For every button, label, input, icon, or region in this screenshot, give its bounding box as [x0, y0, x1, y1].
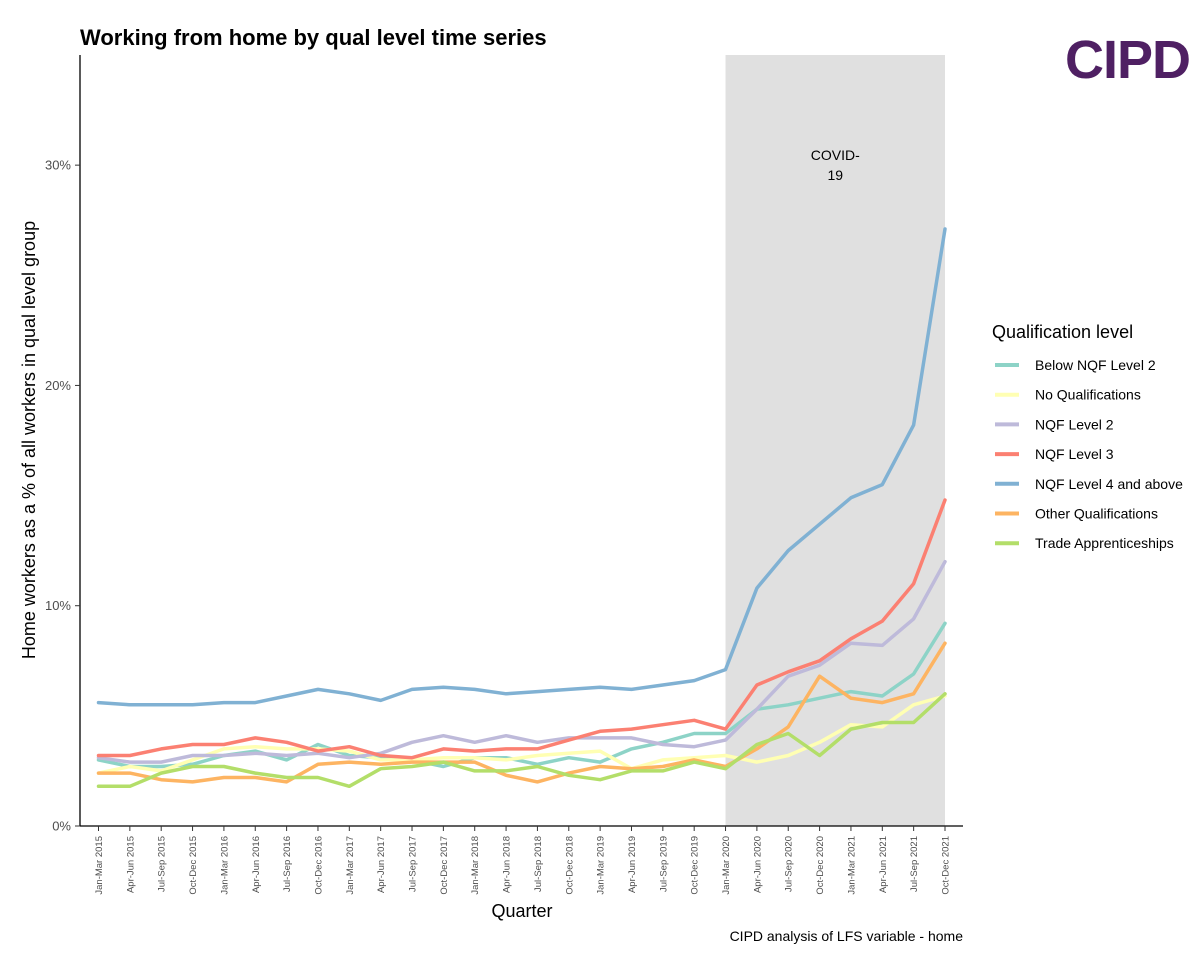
x-tick-label: Jul-Sep 2015 — [157, 836, 168, 892]
series-line-no-qualifications — [96, 694, 947, 775]
x-tick-label: Oct-Dec 2015 — [188, 836, 199, 895]
legend-label: NQF Level 4 and above — [1035, 476, 1183, 492]
covid-annotation-line1: COVID- — [811, 147, 860, 163]
x-axis-title: Quarter — [491, 901, 552, 921]
x-tick-label: Apr-Jun 2019 — [627, 836, 638, 893]
chart-caption: CIPD analysis of LFS variable - home — [730, 928, 964, 944]
x-tick-label: Jul-Sep 2019 — [658, 836, 669, 892]
legend-label: Below NQF Level 2 — [1035, 357, 1156, 373]
series-line-nqf-level-2 — [96, 559, 947, 764]
legend-label: NQF Level 2 — [1035, 416, 1114, 432]
x-tick-label: Jan-Mar 2021 — [846, 836, 857, 895]
x-tick-label: Apr-Jun 2021 — [878, 836, 889, 893]
y-axis-ticks: 0% 10% 20% 30% — [45, 158, 80, 834]
legend-label: NQF Level 3 — [1035, 446, 1114, 462]
x-tick-label: Jan-Mar 2017 — [345, 836, 356, 895]
covid-shaded-region — [725, 55, 945, 826]
x-tick-label: Jan-Mar 2015 — [94, 836, 105, 895]
x-tick-label: Jan-Mar 2018 — [470, 836, 481, 895]
y-tick-label: 20% — [45, 378, 71, 393]
x-tick-label: Jan-Mar 2016 — [219, 836, 230, 895]
x-tick-label: Jul-Sep 2016 — [282, 836, 293, 892]
x-tick-label: Oct-Dec 2017 — [439, 836, 450, 895]
x-tick-label: Oct-Dec 2021 — [941, 836, 952, 895]
legend-title: Qualification level — [992, 322, 1133, 342]
y-axis-title: Home workers as a % of all workers in qu… — [19, 221, 39, 659]
legend-label: Other Qualifications — [1035, 506, 1158, 522]
x-axis-ticks: Jan-Mar 2015 Apr-Jun 2015 Jul-Sep 2015 Oct-… — [94, 826, 952, 895]
legend: Below NQF Level 2 No Qualifications NQF Le… — [995, 357, 1183, 551]
x-tick-label: Apr-Jun 2018 — [502, 836, 513, 893]
x-tick-label: Oct-Dec 2020 — [815, 836, 826, 895]
legend-label: Trade Apprenticeships — [1035, 535, 1174, 551]
x-tick-label: Oct-Dec 2016 — [313, 836, 324, 895]
series-line-trade-apprenticeships — [96, 692, 947, 789]
x-tick-label: Jul-Sep 2021 — [909, 836, 920, 892]
x-tick-label: Jan-Mar 2020 — [721, 836, 732, 895]
x-tick-label: Oct-Dec 2019 — [690, 836, 701, 895]
legend-label: No Qualifications — [1035, 387, 1141, 403]
covid-annotation-line2: 19 — [827, 167, 843, 183]
cipd-logo: CIPD — [1065, 30, 1190, 90]
series-line-nqf-level-3 — [96, 498, 947, 760]
x-tick-label: Jul-Sep 2017 — [408, 836, 419, 892]
x-tick-label: Apr-Jun 2020 — [752, 836, 763, 893]
y-tick-label: 10% — [45, 598, 71, 613]
y-tick-label: 0% — [52, 819, 71, 834]
chart-title: Working from home by qual level time ser… — [80, 25, 547, 50]
x-tick-label: Apr-Jun 2017 — [376, 836, 387, 893]
x-tick-label: Oct-Dec 2018 — [564, 836, 575, 895]
series-line-other-qualifications — [96, 641, 947, 784]
y-tick-label: 30% — [45, 158, 71, 173]
x-tick-label: Jan-Mar 2019 — [596, 836, 607, 895]
x-tick-label: Apr-Jun 2015 — [125, 836, 136, 893]
x-tick-label: Jul-Sep 2018 — [533, 836, 544, 892]
x-tick-label: Jul-Sep 2020 — [784, 836, 795, 892]
x-tick-label: Apr-Jun 2016 — [251, 836, 262, 893]
series-lines — [96, 227, 947, 789]
series-line-nqf-level-4-and-above — [96, 227, 947, 707]
